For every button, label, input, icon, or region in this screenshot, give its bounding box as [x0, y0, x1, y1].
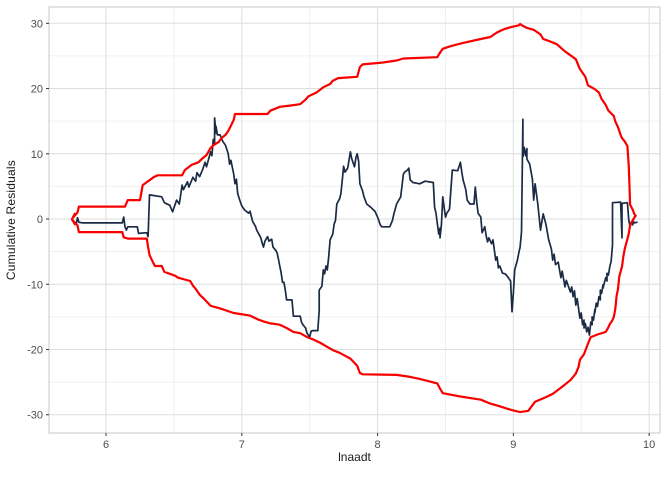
upper-envelope-line: [71, 22, 637, 221]
y-tick-label: -30: [27, 410, 43, 422]
y-tick-label: 20: [31, 84, 43, 96]
y-tick-label: -20: [27, 344, 43, 356]
panel-border: [48, 6, 661, 434]
x-tick-label: 6: [103, 439, 109, 451]
y-tick-label: -10: [27, 279, 43, 291]
y-tick-label: 10: [31, 149, 43, 161]
axis-ticks: [46, 22, 650, 436]
y-tick-label: 0: [37, 214, 43, 226]
plot-panel: [49, 7, 660, 433]
grid-minor: [49, 7, 660, 433]
lower-envelope-line: [71, 214, 637, 414]
x-tick-label: 10: [643, 439, 655, 451]
y-axis-title: Cumulative Residuals: [2, 7, 20, 433]
axis-tick-labels: 6 7 8 9 10 -30 -20 -10 0 10 20 30: [27, 18, 655, 451]
x-axis-title: lnaadt: [338, 450, 371, 464]
cumulative-residuals-line: [71, 117, 638, 338]
y-tick-label: 30: [31, 18, 43, 30]
x-tick-label: 7: [239, 439, 245, 451]
y-axis-title-text: Cumulative Residuals: [4, 159, 18, 281]
grid-major: [49, 7, 660, 433]
x-tick-label: 9: [510, 439, 516, 451]
x-tick-label: 8: [375, 439, 381, 451]
